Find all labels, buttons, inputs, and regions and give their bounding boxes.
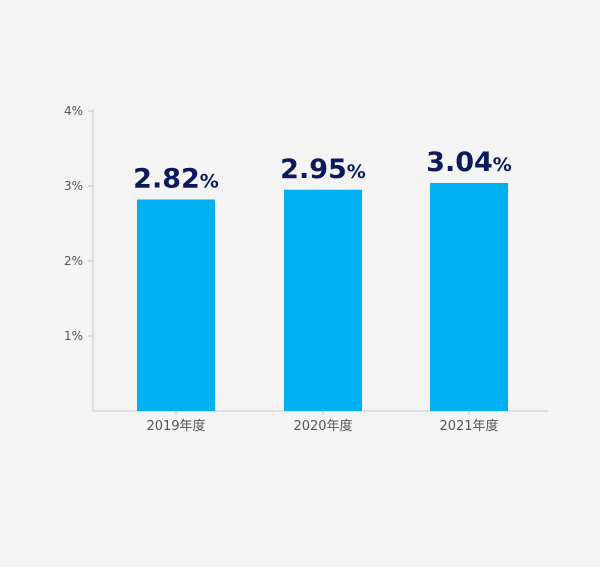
data-label: 2.95% xyxy=(280,154,366,185)
data-label-number: 3.04 xyxy=(426,147,493,178)
data-label-unit: % xyxy=(347,161,366,183)
data-label-unit: % xyxy=(200,171,219,193)
y-tick-label: 3% xyxy=(64,179,83,193)
y-tick-label: 1% xyxy=(64,329,83,343)
y-tick-label: 2% xyxy=(64,254,83,268)
bar xyxy=(430,183,508,411)
data-label-number: 2.95 xyxy=(280,154,347,185)
y-tick-label: 4% xyxy=(64,104,83,118)
data-labels: 2.82% 2.95% 3.04% xyxy=(133,147,512,195)
data-label: 3.04% xyxy=(426,147,512,178)
data-label: 2.82% xyxy=(133,164,219,195)
bars xyxy=(137,183,508,411)
x-tick-label: 2020年度 xyxy=(293,418,352,434)
x-tick-label: 2019年度 xyxy=(146,418,205,434)
data-label-unit: % xyxy=(493,154,512,176)
x-tick-label: 2021年度 xyxy=(439,418,498,434)
data-label-number: 2.82 xyxy=(133,164,200,195)
bar xyxy=(284,189,362,411)
bar xyxy=(137,199,215,411)
